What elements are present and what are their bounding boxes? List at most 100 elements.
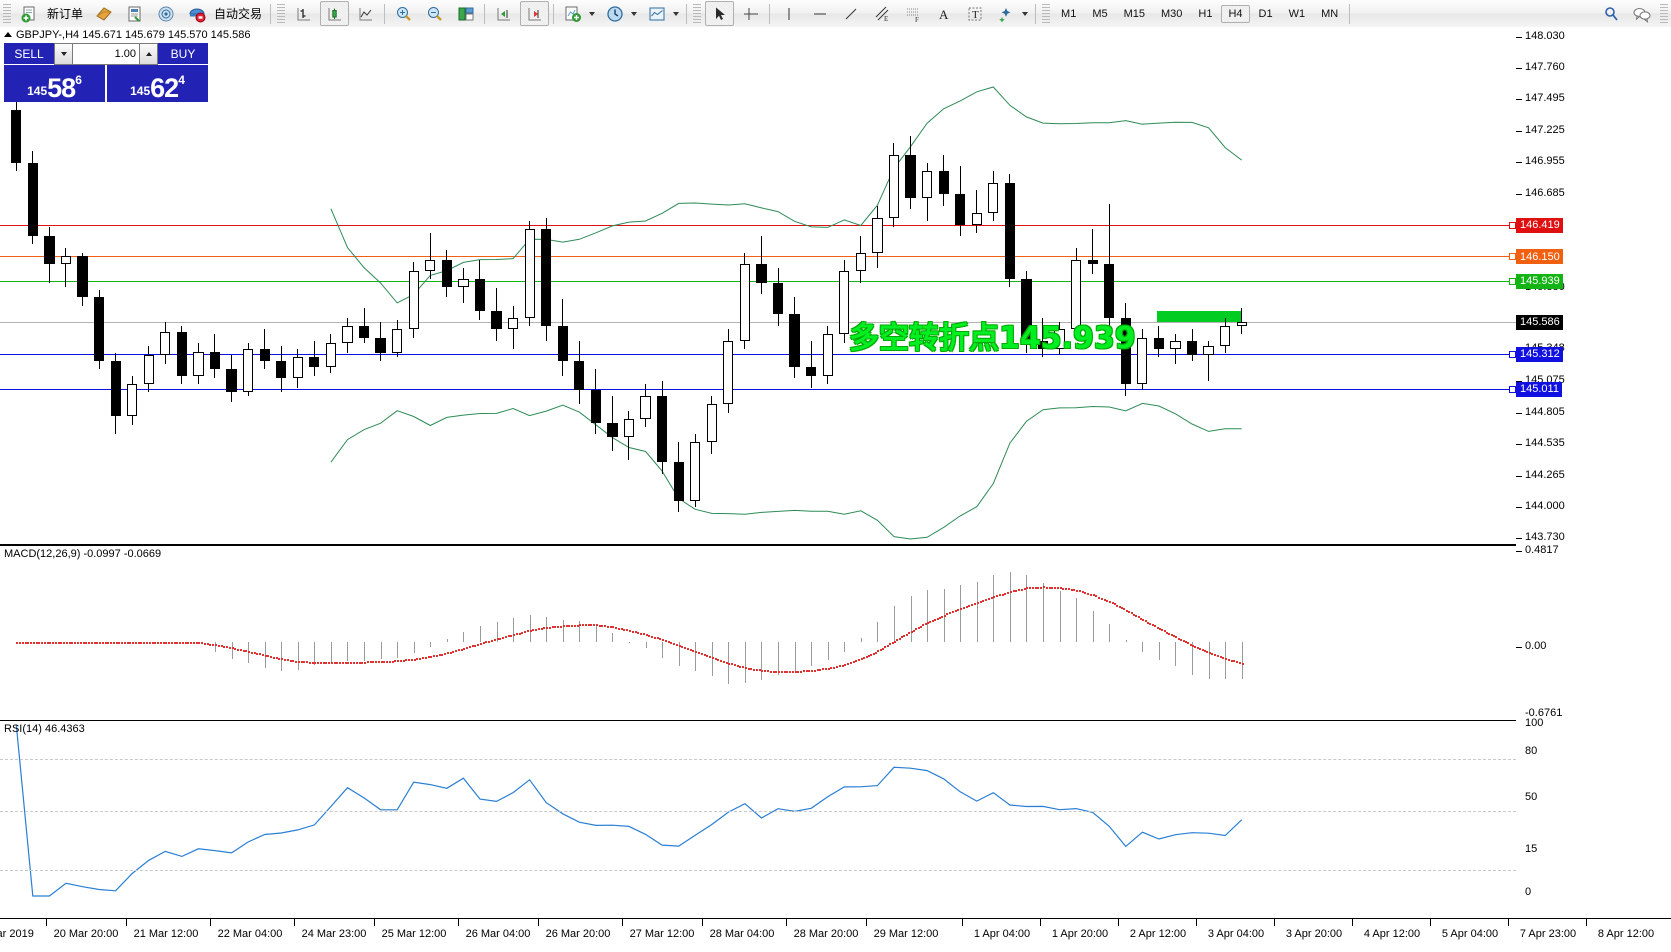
price-tag-support-1[interactable]: 145.312 [1516,346,1563,362]
candle-wick [810,341,812,388]
rsi-pane[interactable]: RSI(14) 46.4363 [0,720,1517,919]
data-window-icon[interactable] [120,1,149,26]
auto-scroll-icon[interactable] [520,1,550,26]
volume-increment-button[interactable] [139,43,158,65]
candle [541,27,552,544]
chart-annotation[interactable]: 多空转折点145.939 [849,321,1136,356]
zoom-in-icon[interactable] [389,1,418,26]
timeframe-mn-button[interactable]: MN [1321,7,1339,20]
templates-dropdown-caret[interactable] [673,11,680,16]
price-line-support-2[interactable] [0,388,1516,390]
timeframe-m1-button[interactable]: M1 [1061,7,1077,20]
candlestick-chart-icon[interactable] [320,1,350,26]
expert-advisors-icon[interactable] [89,1,118,26]
bar-chart-icon[interactable] [289,1,318,26]
period-dropdown-caret[interactable] [631,11,638,16]
price-line-handle[interactable] [1509,253,1516,261]
period-icon[interactable] [600,1,629,26]
macd-pane[interactable]: MACD(12,26,9) -0.0997 -0.0669 [0,545,1517,721]
price-line-handle[interactable] [1509,385,1516,393]
toolbar-grip-3[interactable] [693,3,702,24]
chat-icon[interactable] [1627,1,1656,26]
indicators-dropdown-caret[interactable] [589,11,596,16]
price-line-support-1[interactable] [0,353,1516,355]
chart-window[interactable]: 多空转折点145.939 GBPJPY-,H4 145.671 145.679 … [0,27,1671,952]
price-line-last-price[interactable] [0,321,1516,323]
macd-signal-point [237,648,240,651]
equidistant-channel-icon[interactable]: E [867,1,896,26]
candle [1120,27,1131,544]
text-label-icon[interactable]: A [929,1,958,26]
price-line-handle[interactable] [1509,277,1516,285]
macd-signal-point [568,625,571,628]
macd-signal-point [664,640,667,643]
zoom-out-icon[interactable] [420,1,449,26]
price-tag-pivot[interactable]: 145.939 [1516,273,1563,289]
macd-signal-point [1230,659,1233,662]
highlight-rectangle[interactable] [1157,311,1241,322]
timeframe-h1-button[interactable]: H1 [1198,7,1213,20]
shapes-dropdown-caret[interactable] [1022,11,1029,16]
price-tag-support-2[interactable]: 145.011 [1516,381,1562,397]
toolbar-grip[interactable] [3,3,11,24]
price-axis[interactable]: 148.030 147.760 147.495 147.225 146.955 146.6… [1509,27,1671,918]
macd-signal-point [306,661,309,664]
macd-signal-point [405,659,408,662]
candle-body [127,384,138,416]
navigator-icon[interactable] [151,1,180,26]
timeframe-w1-button[interactable]: W1 [1288,7,1306,20]
price-tag-resistance-1[interactable]: 146.419 [1516,217,1563,233]
volume-input[interactable]: 1.00 [73,43,139,65]
timeframe-m5-button[interactable]: M5 [1092,7,1108,20]
price-tag-last-price[interactable]: 145.586 [1516,314,1563,330]
buy-price-display[interactable]: 145 62 4 [107,65,208,102]
toolbar-grip-2[interactable] [277,3,286,24]
search-icon[interactable] [1596,1,1625,26]
sell-button[interactable]: SELL [4,43,54,65]
cursor-icon[interactable] [705,1,735,26]
macd-signal-point [709,655,712,658]
toolbar-grip-4[interactable] [1042,3,1051,24]
timeframe-m30-button[interactable]: M30 [1161,7,1183,20]
new-order-icon[interactable] [15,1,44,26]
line-chart-icon[interactable] [351,1,380,26]
candle [855,27,866,544]
timeframe-m15-button[interactable]: M15 [1123,7,1145,20]
price-axis-tick [1516,99,1522,101]
collapse-triangle-icon[interactable] [4,32,12,37]
macd-signal-point [941,615,944,618]
trendline-icon[interactable] [836,1,865,26]
buy-button[interactable]: BUY [158,43,208,65]
shapes-icon[interactable] [991,1,1020,26]
timeframe-d1-button[interactable]: D1 [1258,7,1273,20]
candle [690,27,701,544]
fibonacci-icon[interactable]: F [898,1,927,26]
macd-signal-point [1043,586,1045,589]
shift-end-icon[interactable] [489,1,518,26]
volume-decrement-button[interactable] [54,43,73,65]
price-pane[interactable]: 多空转折点145.939 [0,27,1517,545]
macd-signal-point [1034,586,1037,589]
symbol-info-bar: GBPJPY-,H4 145.671 145.679 145.570 145.5… [4,29,250,41]
candle-wick [976,189,978,233]
time-axis[interactable]: 0 Mar 2019 20 Mar 20:00 21 Mar 12:00 22 Mar… [0,918,1671,952]
indicators-icon[interactable] [558,1,587,26]
price-line-handle[interactable] [1509,350,1516,358]
macd-signal-point [936,617,939,620]
timeframe-h4-button[interactable]: H4 [1221,4,1250,23]
tile-windows-icon[interactable] [451,1,480,26]
toolbar-grip-5[interactable] [1660,3,1668,24]
crosshair-icon[interactable] [736,1,765,26]
sell-price-display[interactable]: 145 58 6 [4,65,105,102]
vertical-line-icon[interactable] [774,1,803,26]
text-box-icon[interactable]: T [960,1,989,26]
horizontal-line-icon[interactable] [805,1,834,26]
price-line-handle[interactable] [1509,221,1516,229]
volume-stepper[interactable]: 1.00 [54,43,158,65]
one-click-trading-panel[interactable]: SELL 1.00 BUY 145 58 6 145 62 4 [4,43,208,102]
autotrading-icon[interactable] [182,1,211,26]
price-tag-resistance-2[interactable]: 146.150 [1516,249,1563,265]
macd-signal-point [485,641,488,644]
macd-signal-point [110,642,113,644]
templates-icon[interactable] [642,1,671,26]
